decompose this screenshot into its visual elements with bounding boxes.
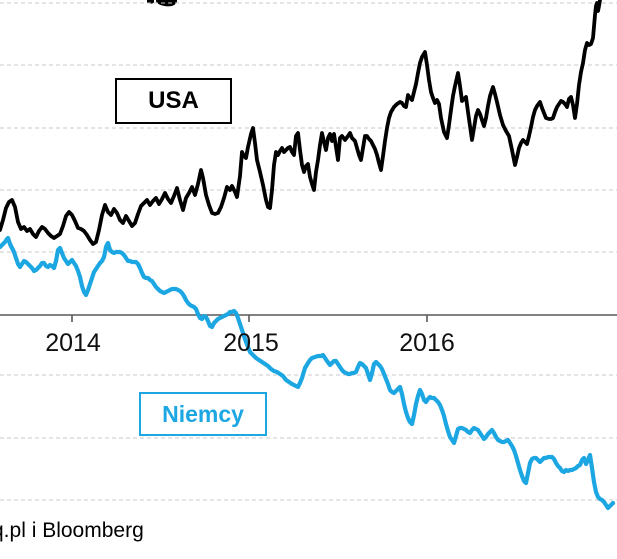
niemcy-series-label: Niemcy (162, 400, 244, 427)
usa-series-label-box: USA (115, 78, 232, 124)
x-axis-label-2014: 2014 (45, 329, 101, 357)
usa-series-label: USA (148, 87, 199, 114)
niemcy-series-line (0, 235, 616, 511)
x-axis-label-2016: 2016 (399, 329, 455, 357)
usa-series-line (0, 0, 602, 246)
source-note: q.pl i Bloomberg (0, 519, 144, 542)
niemcy-series-label-box: Niemcy (139, 392, 267, 436)
x-axis-label-2015: 2015 (223, 329, 279, 357)
